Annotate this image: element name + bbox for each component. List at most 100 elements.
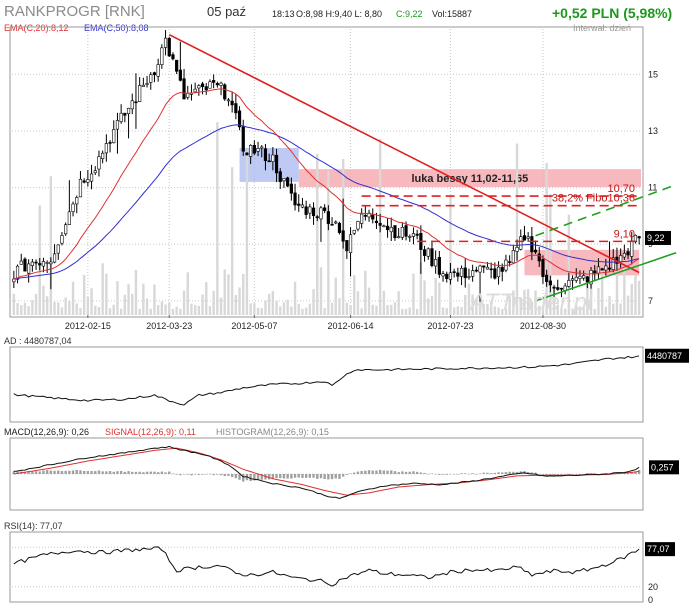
macd-histogram-bar	[378, 469, 382, 474]
candle-body	[441, 273, 445, 277]
macd-histogram-bar	[131, 471, 134, 474]
candle-body	[437, 257, 441, 275]
candle-body	[134, 101, 138, 104]
candle-body	[471, 270, 475, 277]
candle-body	[530, 236, 534, 253]
price-change: +0,52 PLN (5,98%)	[552, 5, 672, 21]
ad-panel: 4480787	[13, 348, 689, 406]
candle-body	[593, 270, 597, 274]
candle-body	[223, 84, 227, 100]
macd-histogram-bar	[242, 474, 245, 482]
macd-histogram-bar	[312, 474, 315, 478]
volume-bar	[242, 273, 245, 315]
candle-body	[112, 129, 116, 144]
macd-histogram-bar	[434, 474, 437, 475]
level-label: 38,2% Fibo10,36	[552, 193, 635, 205]
interval-label: Interwał: dzień	[573, 23, 631, 33]
candle-body	[397, 236, 401, 239]
ad-last-tag	[645, 348, 689, 363]
volume-bar	[42, 285, 45, 315]
rsi-panel-frame	[9, 531, 644, 603]
macd-histogram-bar	[560, 474, 563, 475]
candle-body	[156, 64, 160, 77]
candle-body	[552, 286, 556, 289]
candle-body	[382, 225, 386, 228]
macd-histogram-bar	[127, 471, 130, 474]
candle-body	[434, 259, 438, 267]
macd-histogram-bar	[382, 470, 386, 474]
volume-bar	[430, 296, 434, 315]
candle-body	[452, 271, 456, 273]
candle-body	[52, 253, 57, 263]
volume-bar	[371, 304, 374, 315]
candle-body	[478, 265, 482, 273]
candle-body	[570, 278, 575, 281]
volume-bar	[275, 301, 278, 315]
candle-body	[311, 207, 316, 217]
candle-body	[208, 81, 212, 89]
macd-histogram-bar	[341, 474, 345, 477]
volume-bar	[201, 294, 204, 315]
macd-histogram-bar	[471, 473, 474, 474]
quote-volume: Vol:15887	[432, 9, 472, 19]
macd-histogram-bar	[541, 474, 545, 475]
macd-histogram-bar	[438, 474, 441, 475]
macd-histogram-bar	[105, 471, 108, 474]
macd-histogram-bar	[290, 474, 293, 479]
candle-body	[545, 274, 549, 282]
macd-histogram-bar	[356, 471, 360, 474]
volume-bar	[501, 308, 504, 315]
macd-histogram-bar	[486, 472, 489, 474]
volume-bar	[345, 302, 349, 315]
macd-histogram-bar	[475, 473, 478, 475]
volume-bar	[630, 283, 633, 315]
macd-histogram-bar	[108, 471, 112, 474]
candle-body	[456, 272, 460, 277]
volume-bar	[523, 289, 526, 315]
candle-body	[300, 204, 305, 208]
candle-body	[274, 154, 279, 174]
volume-bar	[127, 284, 130, 315]
candle-body	[41, 261, 46, 267]
ema20-line	[13, 88, 640, 280]
candle-body	[600, 268, 604, 271]
macd-histogram-bar	[534, 472, 537, 474]
volume-bar	[216, 122, 219, 316]
candle-body	[260, 146, 264, 149]
macd-histogram-bar	[223, 474, 226, 477]
volume-bar	[552, 283, 556, 315]
volume-bar	[179, 308, 182, 315]
macd-histogram-bar	[219, 474, 223, 476]
macd-histogram-bar	[275, 474, 278, 479]
rsi-last-tag	[645, 542, 675, 557]
volume-bar	[34, 293, 38, 315]
macd-last-tag	[649, 460, 679, 475]
macd-histogram-bar	[464, 473, 467, 474]
candle-body	[97, 156, 101, 170]
candle-body	[119, 112, 123, 122]
volume-bar	[589, 276, 593, 315]
candle-body	[619, 255, 623, 263]
volume-bar	[168, 303, 171, 315]
macd-histogram-bar	[489, 473, 493, 474]
symbol-title: RANKPROGR [RNK]	[4, 3, 145, 20]
candle-body	[101, 152, 105, 159]
macd-histogram-bar	[71, 470, 75, 474]
macd-histogram-bar	[153, 471, 156, 474]
macd-histogram-bar	[575, 474, 578, 475]
macd-histogram-bar	[582, 474, 585, 475]
volume-bar	[415, 308, 419, 315]
volume-bar	[71, 281, 75, 315]
volume-bar	[245, 150, 249, 315]
candle-body	[45, 262, 49, 264]
volume-bar	[90, 288, 93, 315]
macd-histogram-bar	[353, 472, 356, 474]
volume-bar	[600, 267, 604, 315]
candle-body	[578, 275, 582, 279]
volume-bar	[486, 303, 489, 315]
volume-bar	[526, 289, 530, 315]
candle-body	[234, 103, 238, 114]
macd-line	[13, 445, 640, 500]
macd-histogram-bar	[319, 474, 323, 479]
